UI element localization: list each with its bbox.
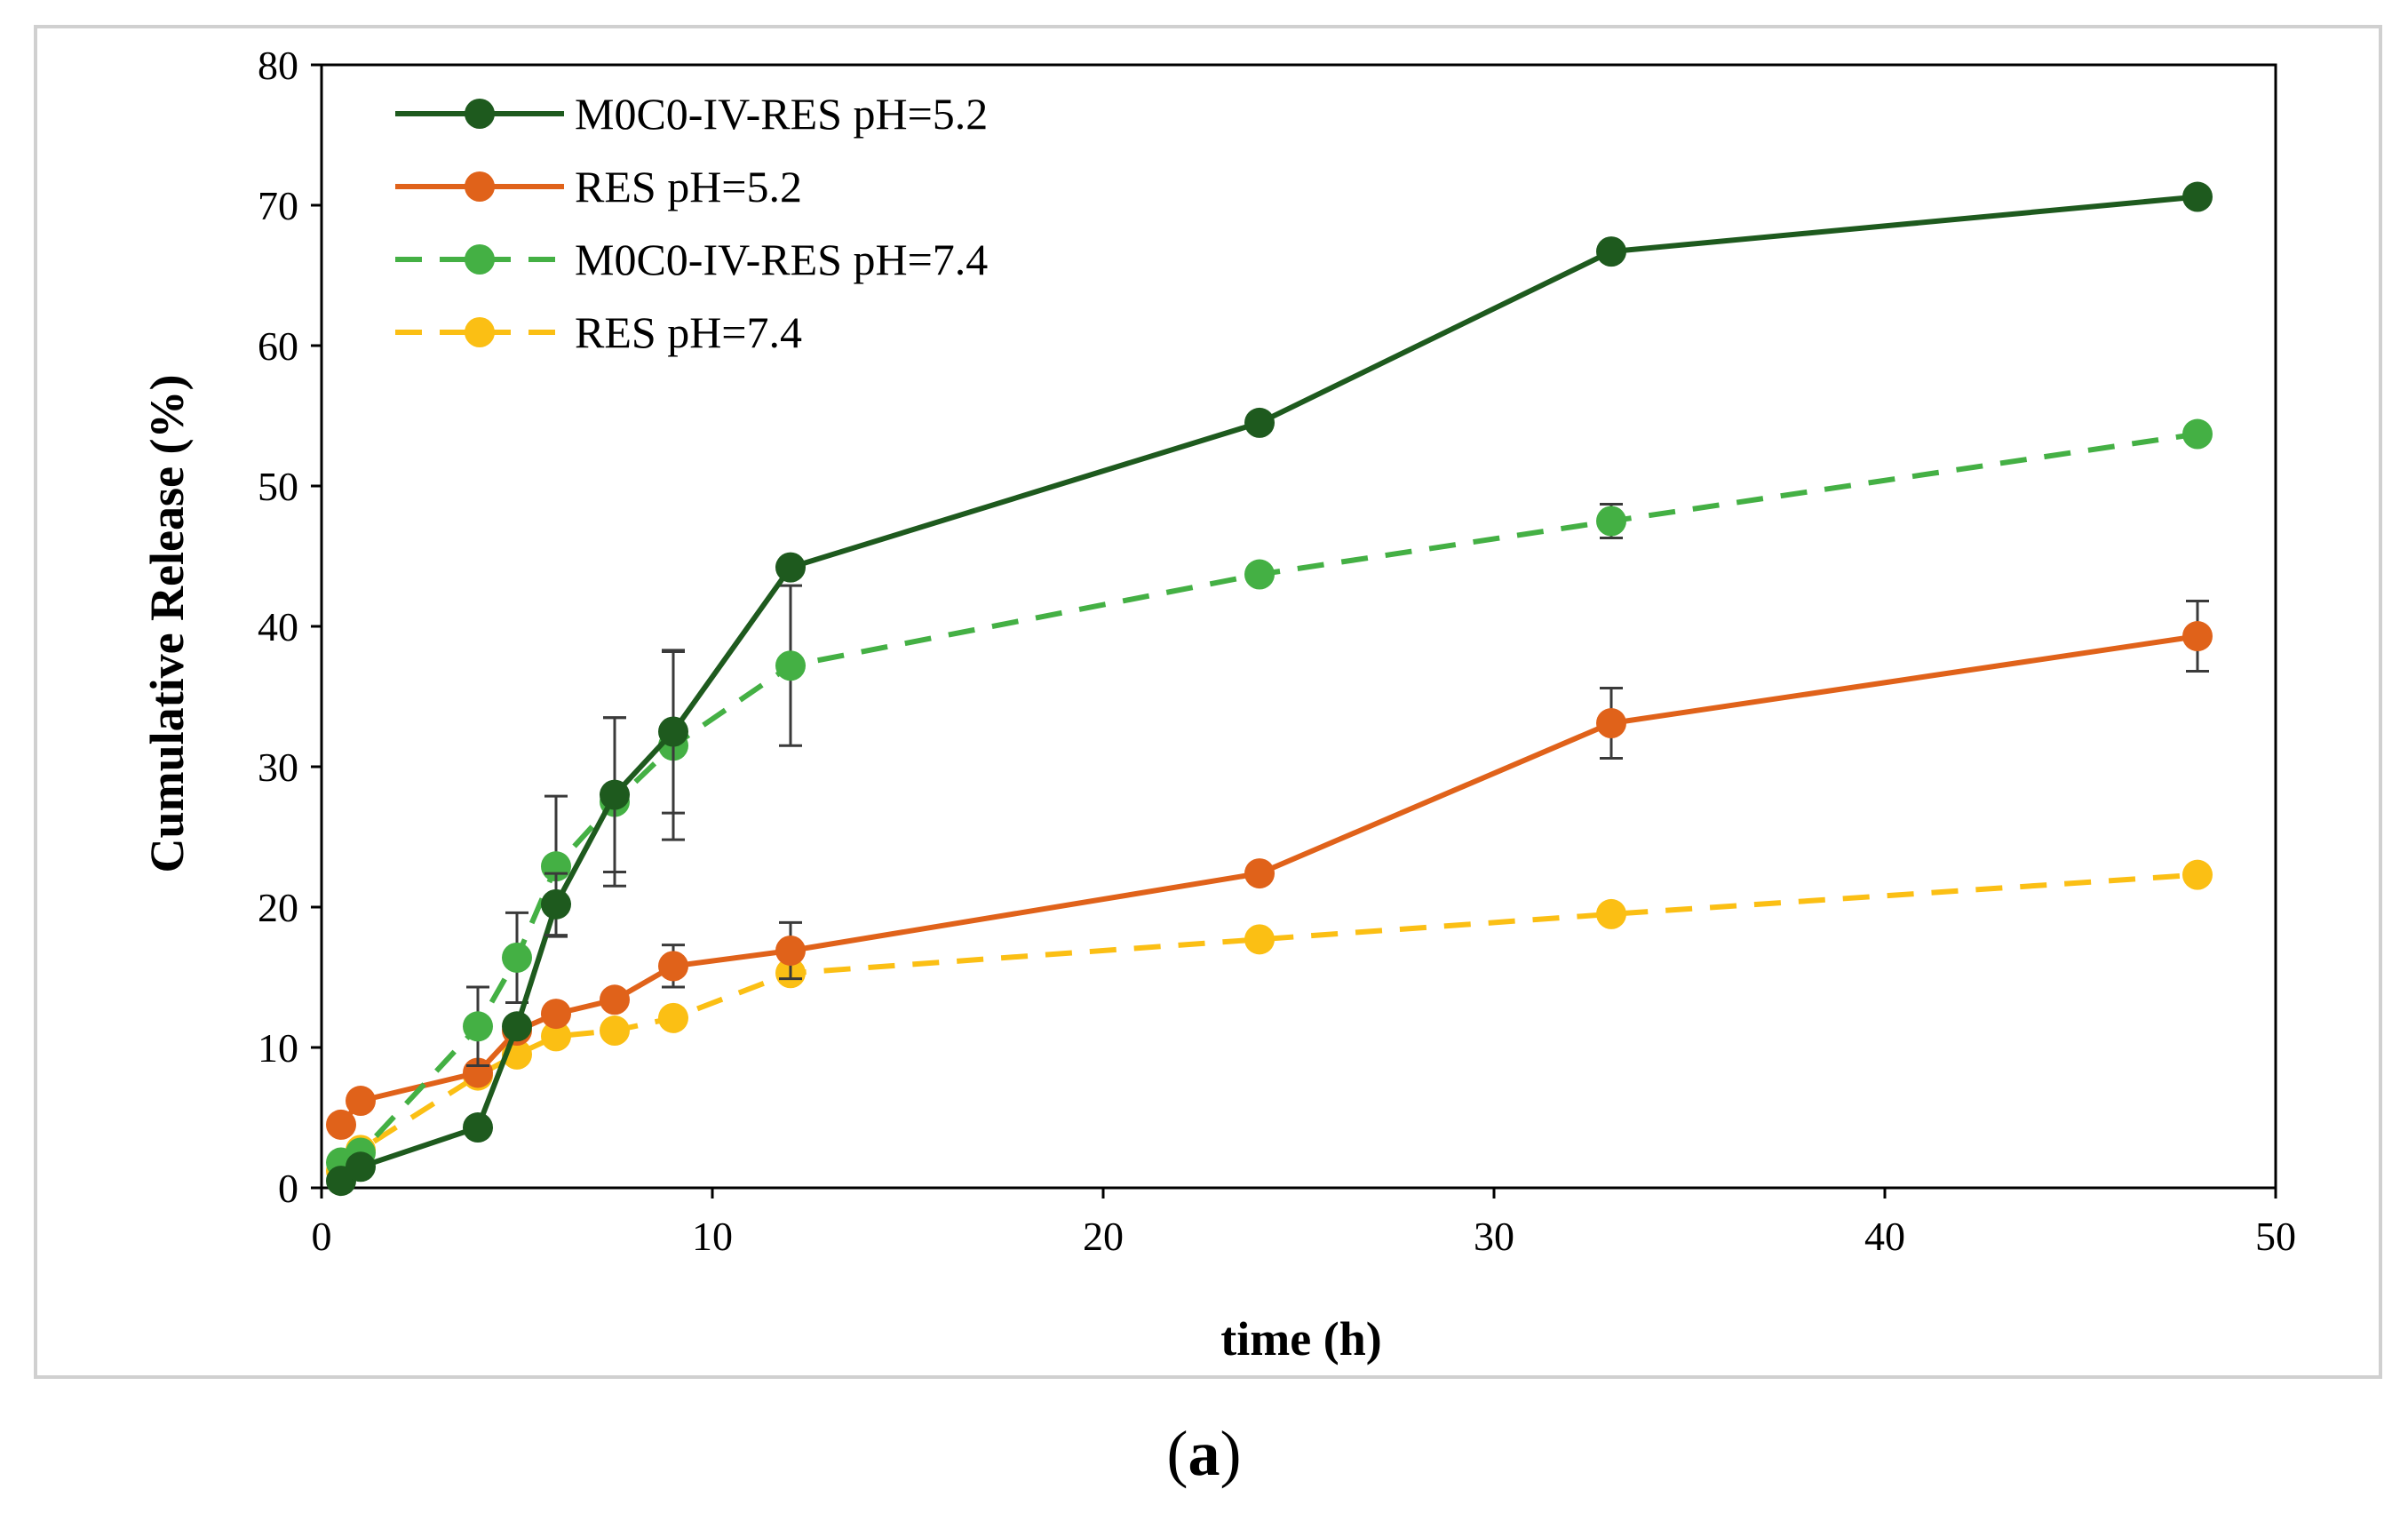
data-point: [658, 716, 688, 747]
data-point: [2182, 181, 2213, 212]
chart-frame: [34, 25, 2382, 1379]
data-point: [1596, 898, 1626, 929]
legend-label: M0C0-IV-RES pH=5.2: [575, 89, 988, 139]
series-layer: [326, 181, 2213, 1197]
legend-item: M0C0-IV-RES pH=7.4: [395, 235, 988, 284]
x-axis-title: time (h): [1220, 1312, 1381, 1366]
data-point: [463, 1011, 493, 1042]
data-point: [1244, 924, 1275, 955]
data-point: [346, 1151, 376, 1183]
data-point: [600, 779, 630, 810]
series-1: [326, 600, 2213, 1140]
series-3: [326, 859, 2213, 1187]
data-point: [775, 552, 806, 583]
caption-open: (: [1166, 1418, 1188, 1489]
data-point: [600, 1015, 630, 1047]
data-point: [463, 1112, 493, 1143]
y-tick-label: 60: [258, 323, 298, 369]
legend-label: M0C0-IV-RES pH=7.4: [575, 235, 988, 284]
x-tick-label: 40: [1864, 1214, 1905, 1259]
data-point: [2182, 418, 2213, 450]
data-point: [541, 999, 571, 1030]
data-point: [541, 1021, 571, 1052]
legend-item: RES pH=5.2: [395, 162, 802, 211]
data-point: [502, 1011, 532, 1042]
caption-close: ): [1220, 1418, 1242, 1489]
legend-marker: [465, 171, 495, 202]
y-tick-label: 20: [258, 885, 298, 930]
data-point: [600, 984, 630, 1015]
figure-caption: (a): [0, 1417, 2408, 1491]
data-point: [775, 650, 806, 681]
data-point: [1596, 236, 1626, 267]
legend-marker: [465, 99, 495, 129]
y-tick-label: 50: [258, 464, 298, 509]
x-tick-label: 0: [312, 1214, 332, 1259]
data-point: [1244, 559, 1275, 590]
data-point: [1596, 708, 1626, 739]
data-point: [541, 888, 571, 920]
legend-marker: [465, 317, 495, 347]
legend-label: RES pH=7.4: [575, 307, 802, 357]
y-tick-label: 80: [258, 43, 298, 88]
axes: 0 10 20 30 40 50 60 70 80 0 10 20 30 40 50: [258, 43, 2296, 1259]
data-point: [775, 935, 806, 966]
y-tick-label: 40: [258, 604, 298, 649]
y-axis-title: Cumulative Release (%): [140, 375, 194, 873]
legend-label: RES pH=5.2: [575, 162, 802, 211]
series-0: [326, 181, 2213, 1197]
data-point: [326, 1109, 356, 1140]
data-point: [658, 951, 688, 982]
y-tick-label: 30: [258, 745, 298, 790]
y-tick-label: 10: [258, 1025, 298, 1071]
data-point: [1244, 407, 1275, 438]
data-point: [502, 942, 532, 973]
data-point: [658, 1002, 688, 1033]
caption-letter: a: [1188, 1418, 1220, 1489]
x-tick-label: 30: [1474, 1214, 1514, 1259]
legend: M0C0-IV-RES pH=5.2 RES pH=5.2 M0C0-IV-RES …: [395, 89, 988, 357]
data-point: [1244, 858, 1275, 889]
data-point: [1596, 506, 1626, 537]
x-tick-label: 20: [1083, 1214, 1124, 1259]
y-tick-label: 70: [258, 183, 298, 228]
legend-item: M0C0-IV-RES pH=5.2: [395, 89, 988, 139]
data-point: [2182, 621, 2213, 652]
legend-marker: [465, 244, 495, 275]
x-tick-label: 10: [692, 1214, 733, 1259]
y-tick-label: 0: [278, 1166, 298, 1211]
legend-item: RES pH=7.4: [395, 307, 802, 357]
data-point: [2182, 859, 2213, 890]
data-point: [346, 1086, 376, 1117]
x-tick-label: 50: [2255, 1214, 2296, 1259]
